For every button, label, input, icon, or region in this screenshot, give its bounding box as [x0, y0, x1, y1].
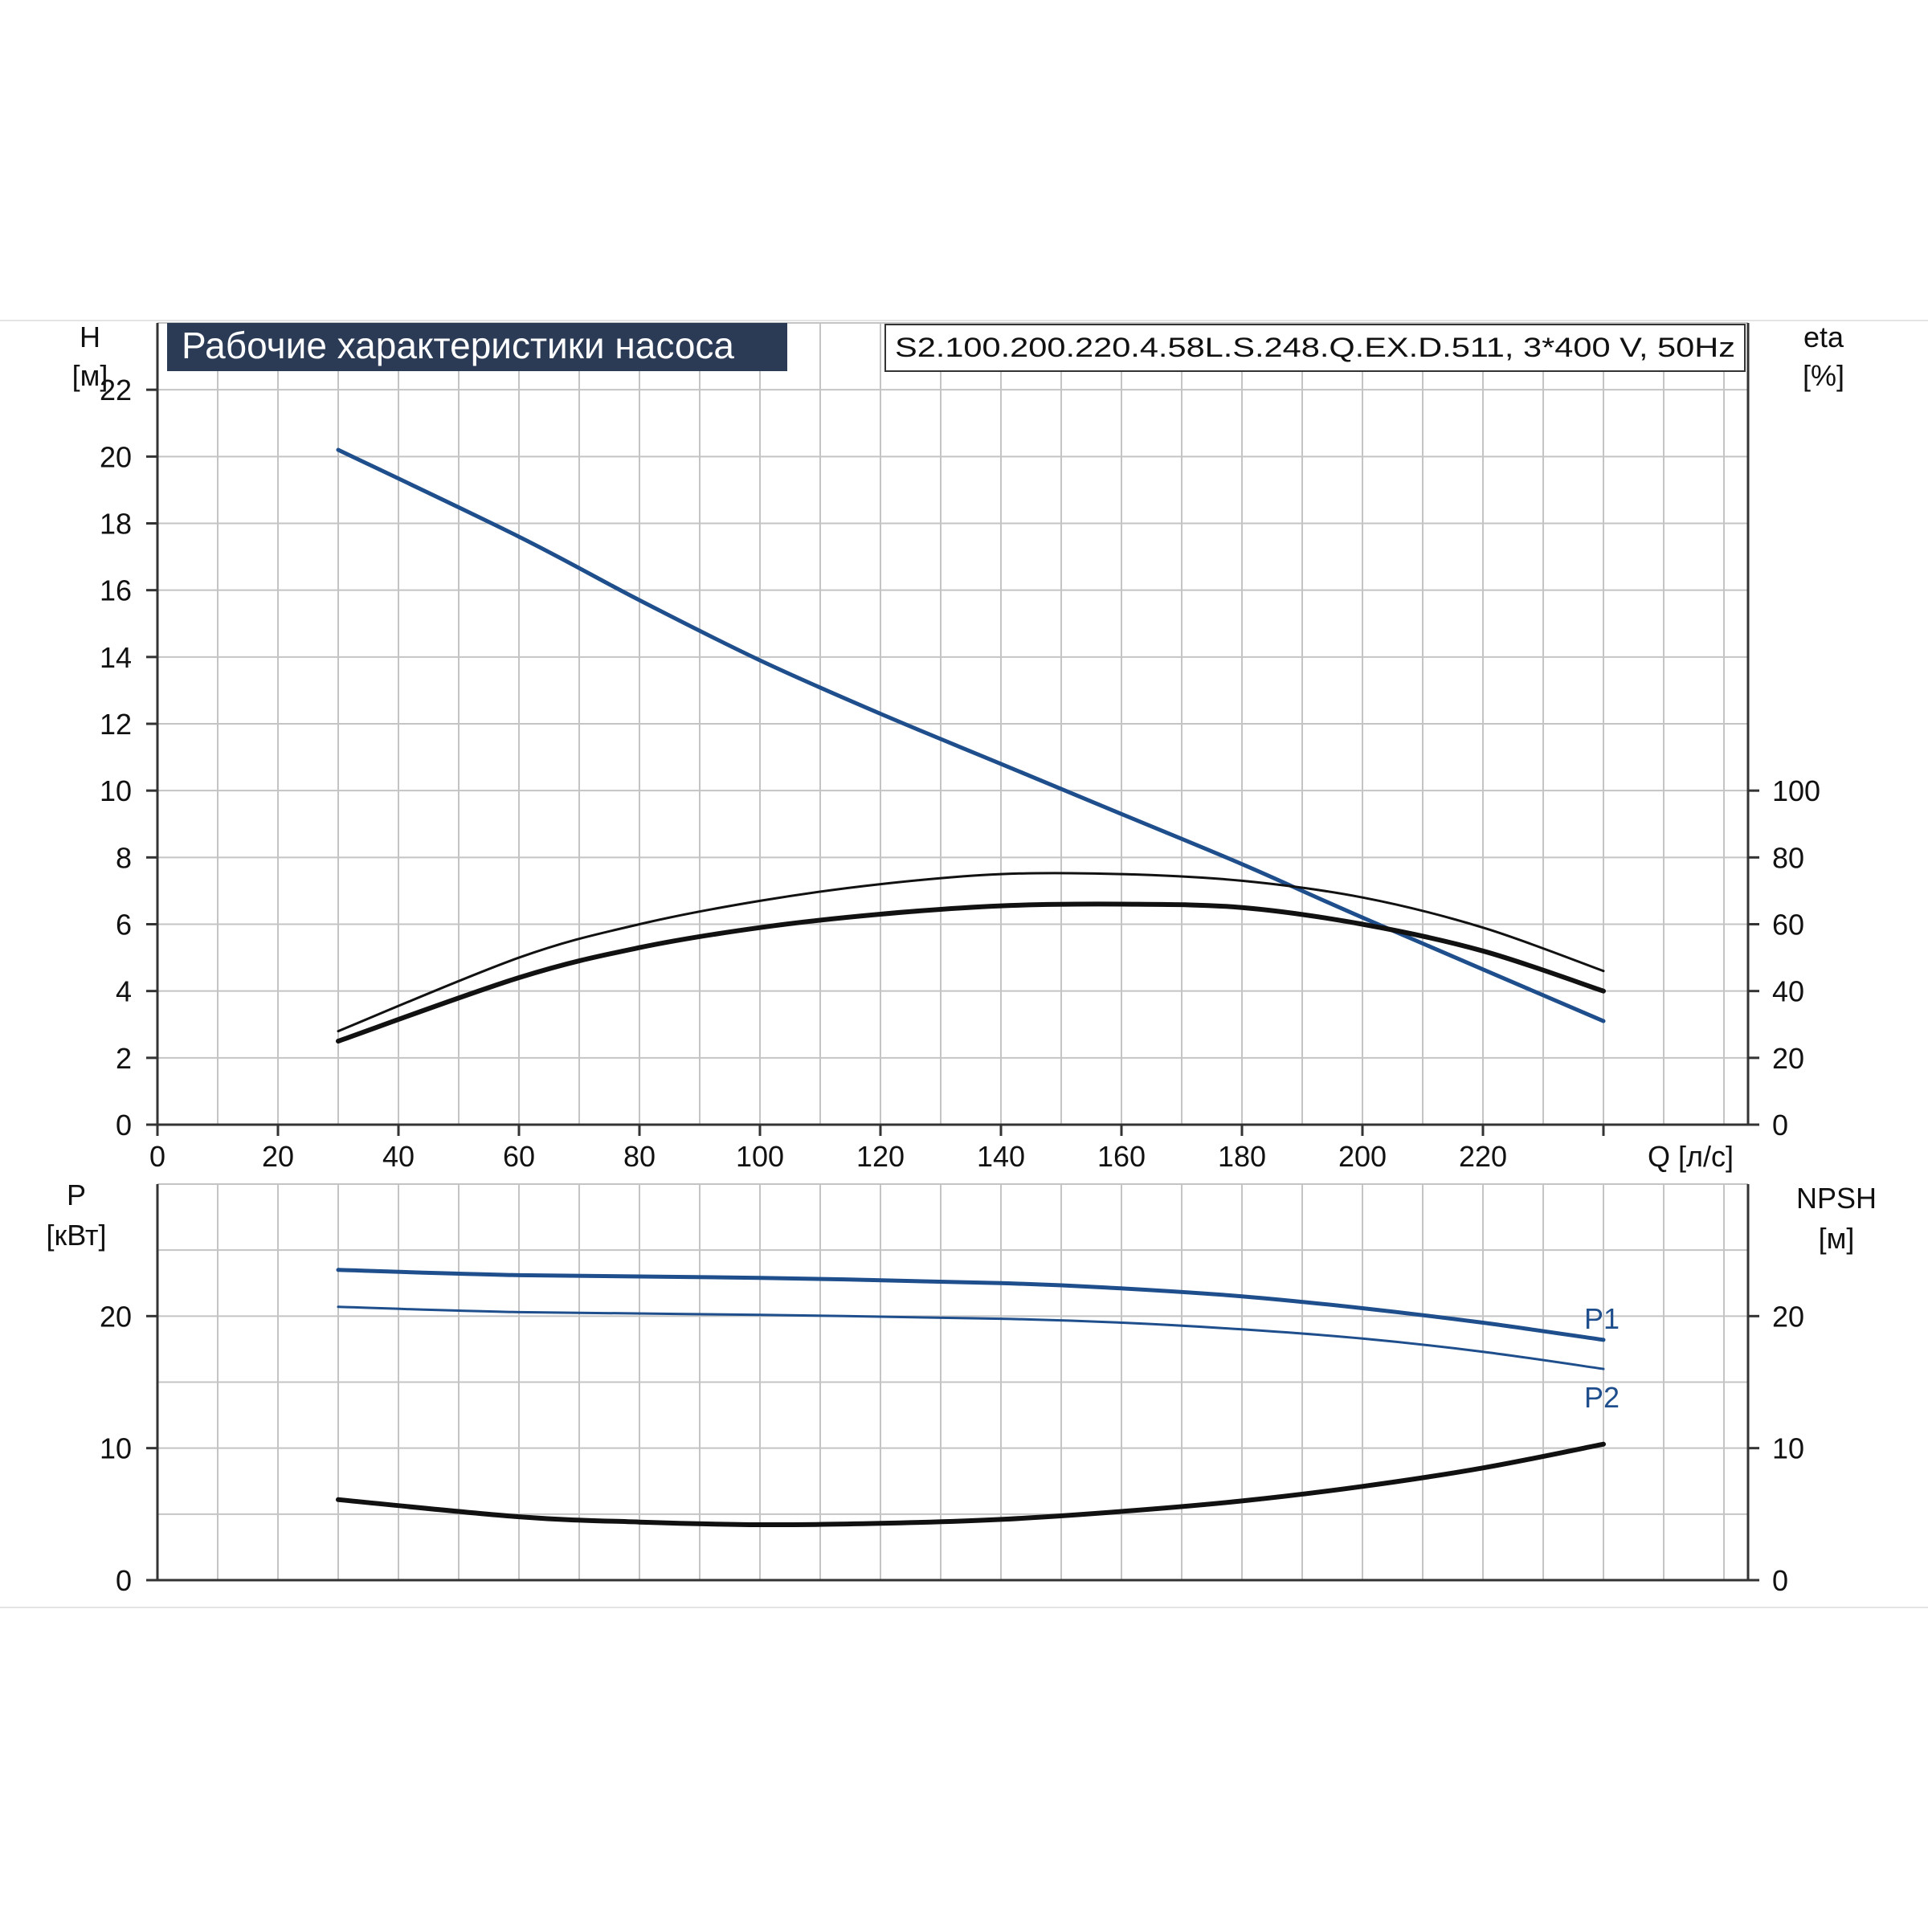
x-tick-label: 160 [1097, 1140, 1146, 1173]
performance-curve-3 [336, 901, 1606, 1044]
y-left-tick-label: 22 [100, 374, 132, 406]
x-tick-label: 100 [736, 1140, 784, 1173]
y-left-axis-unit: [кВт] [46, 1219, 106, 1252]
x-tick-label: 40 [382, 1140, 415, 1173]
power-curve-p2 [337, 1305, 1605, 1370]
x-tick-label: 220 [1459, 1140, 1507, 1173]
y-left-tick-label: 14 [100, 641, 132, 674]
power-curve-p1 [336, 1268, 1606, 1342]
chart-title: Рабочие характеристики насоса [182, 325, 734, 366]
y-right-tick-label: 10 [1772, 1432, 1804, 1465]
x-axis-label: Q [л/с] [1648, 1140, 1734, 1173]
y-left-tick-label: 2 [116, 1042, 132, 1075]
y-left-tick-label: 20 [100, 1300, 132, 1333]
chart-subtitle-box: S2.100.200.220.4.58L.S.248.Q.EX.D.511, 3… [884, 324, 1746, 372]
chart-title-box: Рабочие характеристики насоса [167, 323, 787, 371]
y-right-tick-label: 40 [1772, 975, 1804, 1008]
y-left-tick-label: 0 [116, 1564, 132, 1597]
y-right-axis-unit: [%] [1803, 359, 1844, 392]
y-left-axis-unit: [м] [72, 359, 108, 392]
y-right-axis-title: eta [1803, 321, 1844, 353]
power-panel: 0 10 20 0 10 20 P [кВт] NPSH [м] P1 P2 [46, 1178, 1877, 1597]
series-label-p1: P1 [1584, 1302, 1620, 1335]
y-right-axis-title: NPSH [1796, 1182, 1877, 1215]
y-left-tick-label: 10 [100, 1432, 132, 1465]
x-tick-label: 80 [623, 1140, 656, 1173]
y-right-tick-label: 0 [1772, 1564, 1788, 1597]
y-right-tick-label: 80 [1772, 841, 1804, 874]
y-right-tick-label: 100 [1772, 774, 1820, 807]
performance-curve-1 [336, 447, 1606, 1023]
x-tick-label: 140 [977, 1140, 1025, 1173]
y-right-tick-label: 20 [1772, 1300, 1804, 1333]
y-left-tick-label: 4 [116, 975, 132, 1008]
x-tick-label: 20 [262, 1140, 294, 1173]
x-tick-label: 120 [856, 1140, 905, 1173]
y-left-tick-label: 18 [100, 508, 132, 541]
y-right-tick-label: 60 [1772, 909, 1804, 941]
y-left-tick-label: 12 [100, 708, 132, 741]
chart-title-background [167, 323, 787, 371]
series-label-p2: P2 [1584, 1381, 1620, 1414]
chart-subtitle: S2.100.200.220.4.58L.S.248.Q.EX.D.511, 3… [895, 333, 1735, 363]
y-left-tick-label: 10 [100, 774, 132, 807]
x-tick-label: 180 [1218, 1140, 1266, 1173]
y-left-axis-title: H [80, 321, 100, 353]
y-left-tick-label: 8 [116, 841, 132, 874]
y-left-tick-label: 0 [116, 1109, 132, 1142]
y-left-tick-label: 16 [100, 574, 132, 607]
x-tick-label: 60 [503, 1140, 535, 1173]
performance-curve-2 [337, 872, 1605, 1033]
chart-subtitle-frame [884, 324, 1746, 372]
y-right-tick-label: 20 [1772, 1042, 1804, 1075]
y-left-tick-label: 20 [100, 440, 132, 473]
npsh-curve [336, 1441, 1606, 1528]
y-right-tick-label: 0 [1772, 1109, 1788, 1142]
y-right-axis-unit: [м] [1819, 1222, 1855, 1255]
y-left-axis-title: P [67, 1178, 86, 1211]
x-tick-label: 200 [1338, 1140, 1387, 1173]
y-left-tick-label: 6 [116, 909, 132, 941]
x-tick-label: 0 [149, 1140, 165, 1173]
